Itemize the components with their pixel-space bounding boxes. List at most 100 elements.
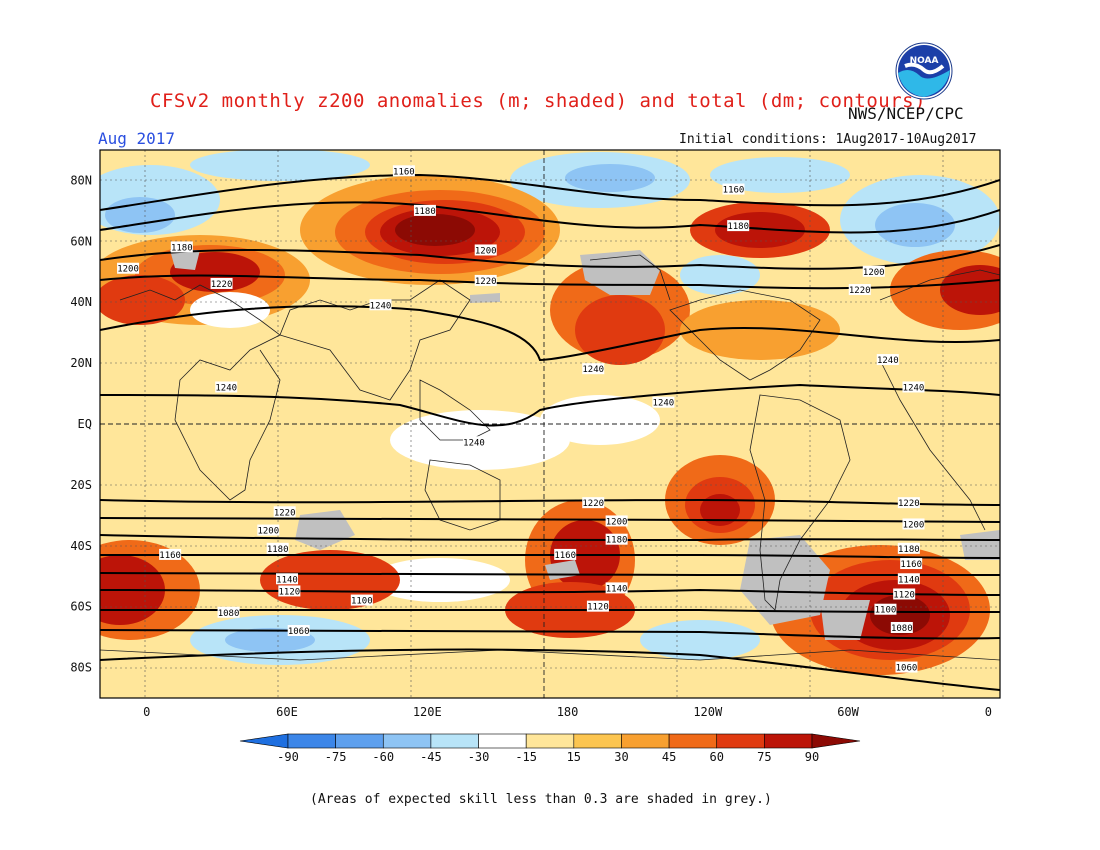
contour-label: 1120 bbox=[278, 585, 301, 597]
contour-labels: 1160118012001220124011801200122011601180… bbox=[117, 165, 925, 674]
contour-label: 1220 bbox=[848, 284, 871, 296]
svg-text:1140: 1140 bbox=[276, 575, 298, 585]
shading-layer bbox=[100, 150, 1000, 698]
lat-label: 20S bbox=[70, 478, 92, 492]
lon-label: 180 bbox=[557, 705, 579, 719]
lon-label: 120W bbox=[693, 705, 723, 719]
chart-title: CFSv2 monthly z200 anomalies (m; shaded)… bbox=[150, 90, 927, 112]
colorbar-segment bbox=[382, 733, 432, 749]
contour-label: 1100 bbox=[350, 594, 373, 607]
svg-text:1200: 1200 bbox=[863, 268, 885, 278]
svg-text:1180: 1180 bbox=[727, 222, 749, 232]
svg-text:1220: 1220 bbox=[582, 499, 604, 509]
contour-label: 1160 bbox=[900, 558, 923, 570]
svg-text:1160: 1160 bbox=[554, 551, 576, 561]
contour-label: 1140 bbox=[605, 582, 628, 594]
contour-label: 1240 bbox=[215, 381, 238, 393]
contour-label: 1200 bbox=[862, 265, 885, 278]
svg-text:1180: 1180 bbox=[267, 545, 289, 555]
svg-text:1160: 1160 bbox=[393, 167, 415, 177]
svg-text:1160: 1160 bbox=[159, 551, 181, 561]
plot-frame bbox=[99, 149, 1001, 699]
colorbar-arrow-right bbox=[811, 733, 861, 749]
svg-text:1120: 1120 bbox=[587, 603, 609, 613]
month-label: Aug 2017 bbox=[98, 129, 176, 148]
svg-text:1140: 1140 bbox=[898, 575, 920, 585]
svg-text:1240: 1240 bbox=[582, 365, 604, 375]
svg-text:1180: 1180 bbox=[171, 243, 193, 253]
svg-text:1200: 1200 bbox=[903, 520, 925, 530]
colorbar-segment bbox=[668, 733, 718, 749]
contour-label: 1240 bbox=[652, 396, 675, 409]
svg-text:1240: 1240 bbox=[653, 399, 675, 409]
contour-label: 1180 bbox=[605, 533, 628, 546]
svg-text:1180: 1180 bbox=[606, 536, 628, 546]
lat-label: 80S bbox=[70, 661, 92, 675]
contour-label: 1180 bbox=[413, 204, 436, 217]
contour-label: 1120 bbox=[893, 588, 916, 600]
colorbar: -90 -75 -60 -45 -30 -15 15 30 45 60 75 90 bbox=[239, 733, 861, 764]
lat-label: EQ bbox=[78, 417, 92, 431]
latitude-labels: 80N 60N 40N 20N EQ 20S 40S 60S 80S bbox=[70, 173, 92, 674]
colorbar-segment bbox=[287, 733, 336, 749]
colorbar-segment bbox=[335, 733, 384, 749]
footnote: (Areas of expected skill less than 0.3 a… bbox=[310, 792, 772, 807]
svg-text:1140: 1140 bbox=[606, 584, 628, 594]
colorbar-tick-label: -75 bbox=[325, 750, 347, 764]
contour-label: 1240 bbox=[876, 354, 899, 366]
svg-text:1080: 1080 bbox=[218, 609, 240, 619]
svg-text:1200: 1200 bbox=[117, 265, 139, 275]
svg-text:1240: 1240 bbox=[877, 356, 899, 366]
contour-label: 1220 bbox=[210, 277, 233, 290]
colorbar-tick-label: 90 bbox=[805, 750, 819, 764]
svg-text:1180: 1180 bbox=[898, 545, 920, 555]
contour-label: 1120 bbox=[586, 600, 609, 613]
svg-text:1200: 1200 bbox=[606, 517, 628, 527]
svg-text:1160: 1160 bbox=[723, 186, 745, 196]
svg-text:1220: 1220 bbox=[274, 508, 296, 518]
svg-text:1060: 1060 bbox=[288, 627, 310, 637]
colorbar-segment bbox=[716, 733, 765, 749]
contour-label: 1080 bbox=[217, 606, 240, 619]
contour-label: 1160 bbox=[722, 183, 745, 196]
svg-text:1100: 1100 bbox=[351, 597, 373, 607]
svg-text:1120: 1120 bbox=[279, 587, 301, 597]
contour-label: 1180 bbox=[266, 542, 289, 555]
coastlines bbox=[100, 254, 1000, 661]
contour-label: 1140 bbox=[276, 573, 299, 585]
svg-text:1120: 1120 bbox=[893, 590, 915, 600]
contour-label: 1220 bbox=[273, 506, 296, 518]
colorbar-segment bbox=[430, 733, 479, 749]
colorbar-tick-label: -30 bbox=[468, 750, 490, 764]
colorbar-segment bbox=[621, 733, 670, 749]
svg-text:1200: 1200 bbox=[475, 246, 497, 256]
contour-label: 1200 bbox=[257, 524, 280, 537]
contour-label: 1060 bbox=[287, 625, 310, 637]
org-label: NWS/NCEP/CPC bbox=[848, 104, 964, 123]
lat-label: 20N bbox=[70, 356, 92, 370]
svg-text:1240: 1240 bbox=[463, 438, 485, 448]
lon-label: 0 bbox=[985, 705, 992, 719]
svg-text:1160: 1160 bbox=[900, 560, 922, 570]
lon-label: 60W bbox=[837, 705, 859, 719]
colorbar-tick-label: 45 bbox=[662, 750, 676, 764]
contour-label: 1160 bbox=[159, 548, 182, 561]
contour-label: 1080 bbox=[890, 621, 913, 634]
contour-label: 1220 bbox=[897, 497, 920, 509]
lat-label: 60S bbox=[70, 600, 92, 614]
contour-label: 1180 bbox=[170, 241, 193, 253]
noaa-logo: NOAA bbox=[895, 42, 953, 100]
contour-label: 1240 bbox=[463, 436, 486, 448]
contour-label: 1180 bbox=[727, 220, 750, 232]
svg-text:1220: 1220 bbox=[211, 280, 233, 290]
grid-lines bbox=[100, 150, 1000, 698]
svg-text:1180: 1180 bbox=[414, 207, 436, 217]
equator-dateline bbox=[100, 150, 1000, 698]
colorbar-segment bbox=[764, 733, 813, 749]
contour-label: 1200 bbox=[605, 515, 628, 527]
contour-label: 1160 bbox=[392, 165, 415, 177]
lat-label: 80N bbox=[70, 173, 92, 187]
colorbar-tick-label: 15 bbox=[567, 750, 581, 764]
contour-label: 1240 bbox=[902, 381, 925, 393]
